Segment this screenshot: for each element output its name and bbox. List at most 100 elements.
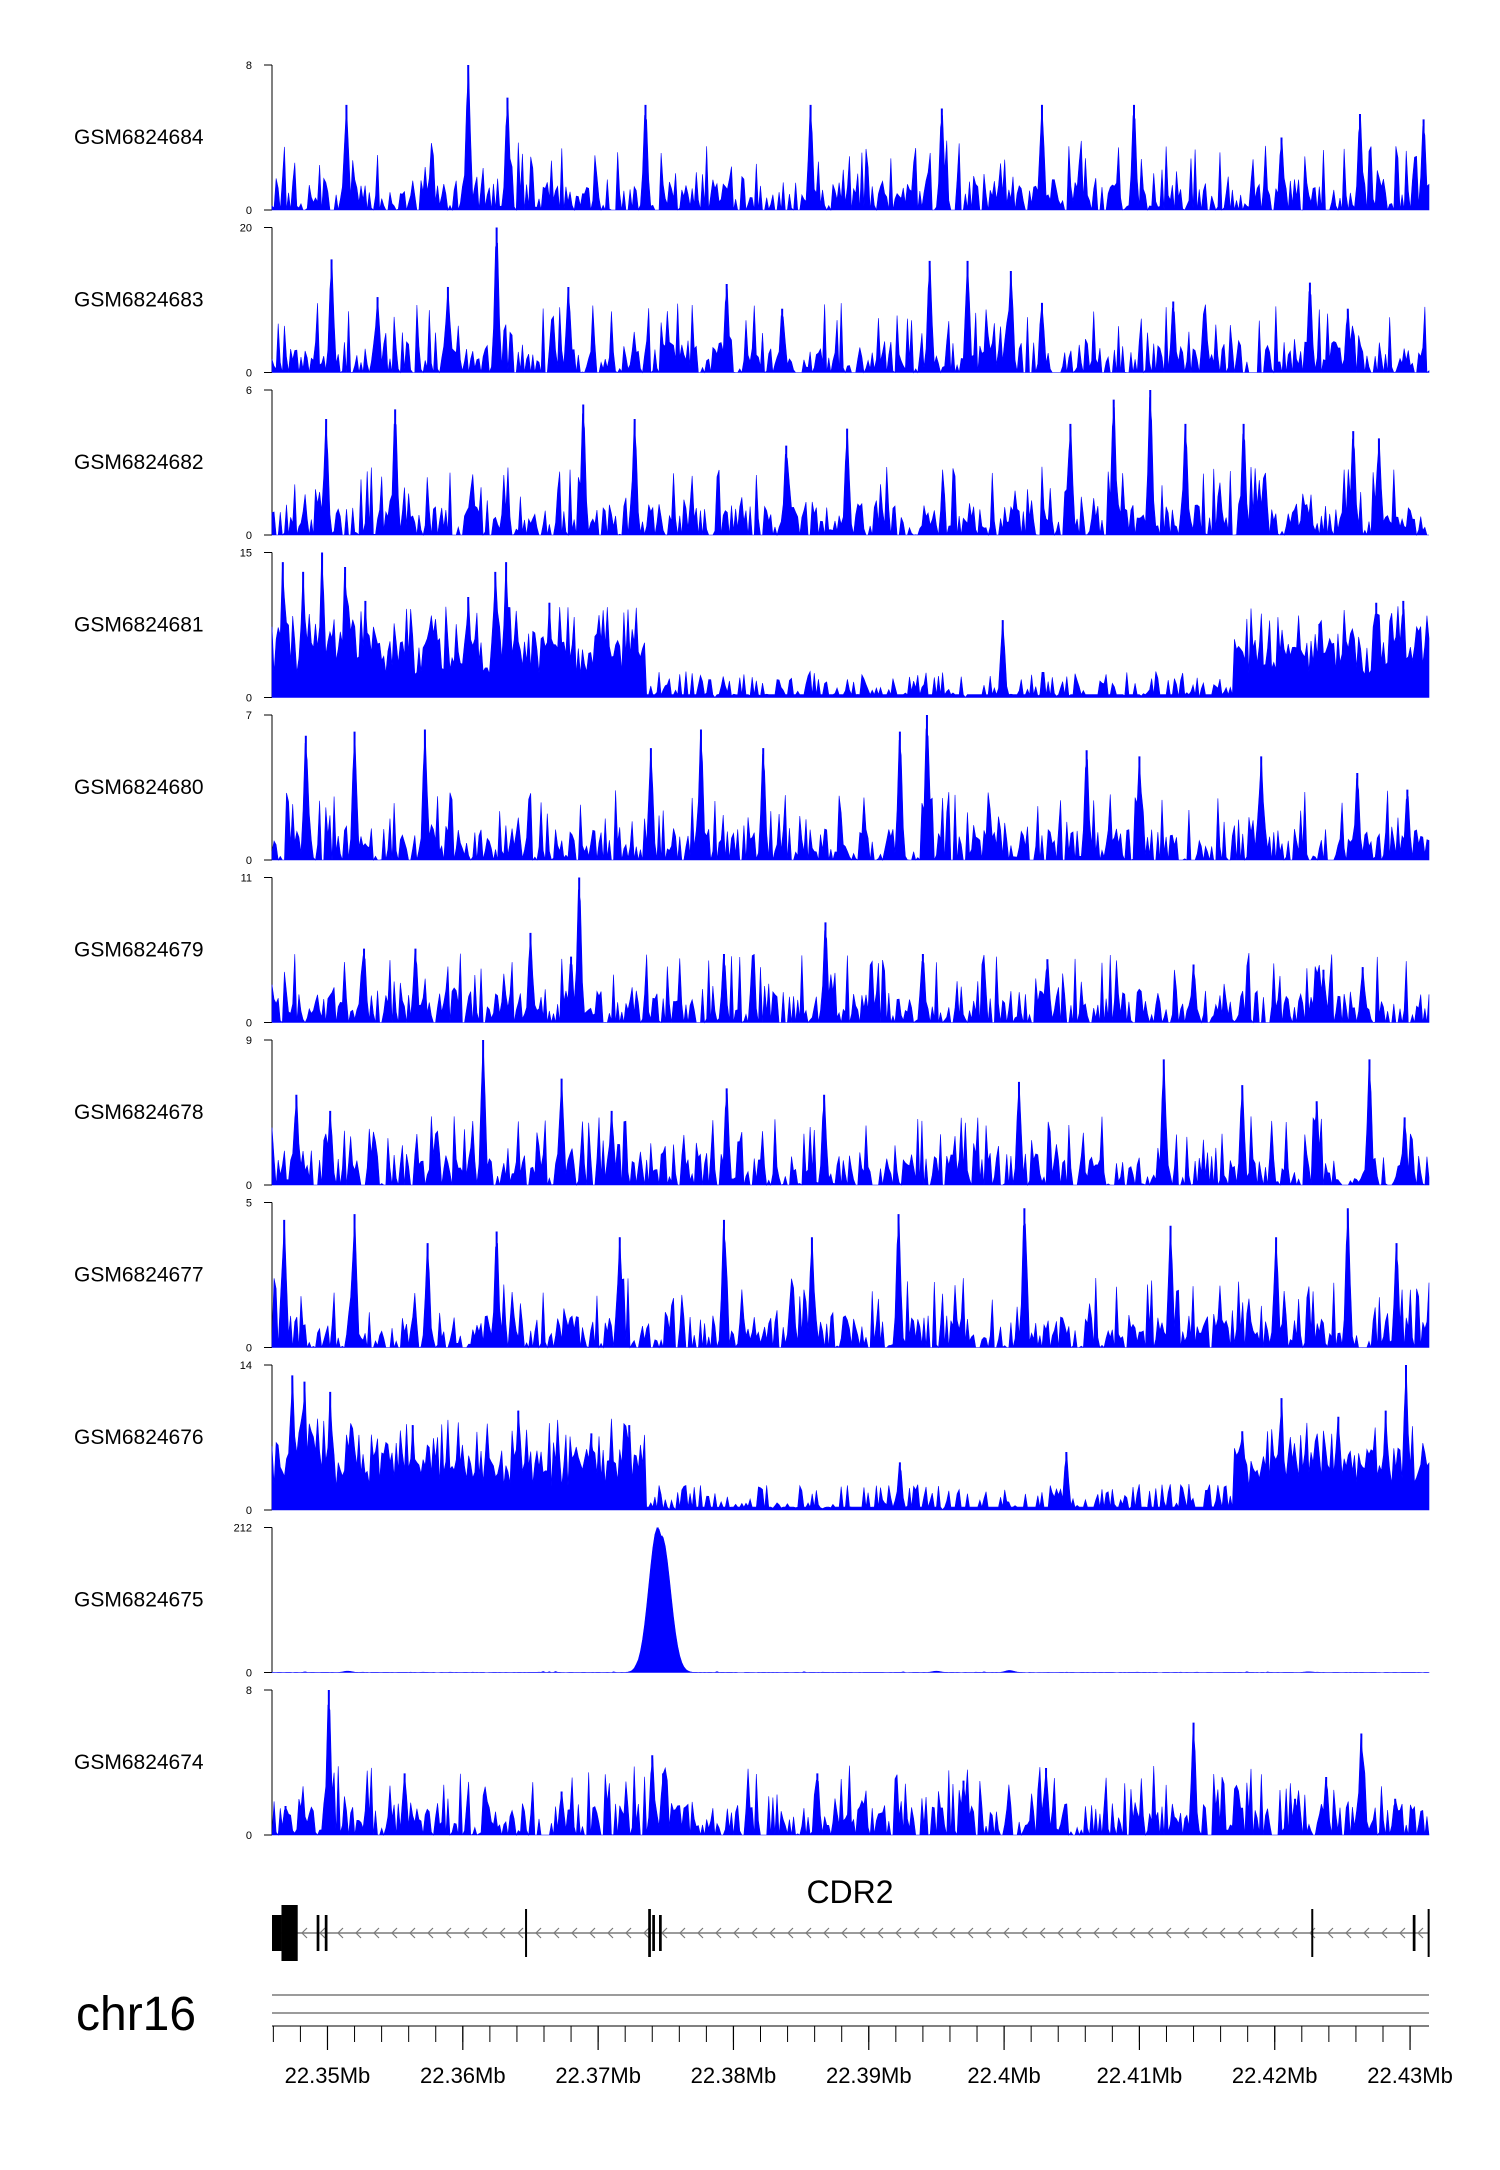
track-GSM6824678: GSM6824678 9 0 xyxy=(74,1035,1430,1192)
strand-chevron xyxy=(301,1927,308,1939)
signal-area-GSM6824677 xyxy=(271,1211,1430,1349)
strand-chevron xyxy=(697,1927,704,1939)
strand-chevron xyxy=(895,1927,902,1939)
strand-chevron xyxy=(1381,1927,1388,1939)
strand-chevron xyxy=(1003,1927,1010,1939)
track-GSM6824675: GSM6824675 212 0 xyxy=(74,1523,1430,1680)
strand-chevron xyxy=(859,1927,866,1939)
strand-chevron xyxy=(985,1927,992,1939)
axis-tick-label: 22.4Mb xyxy=(967,2063,1040,2088)
strand-chevron xyxy=(337,1927,344,1939)
strand-chevron xyxy=(355,1927,362,1939)
strand-chevron xyxy=(1255,1927,1262,1939)
signal-area-GSM6824675 xyxy=(271,1527,1430,1673)
track-label: GSM6824675 xyxy=(74,1589,204,1612)
strand-chevron xyxy=(823,1927,830,1939)
track-GSM6824680: GSM6824680 7 0 xyxy=(74,710,1430,867)
y-tick-max-label: 9 xyxy=(246,1035,252,1047)
axis-tick-label: 22.38Mb xyxy=(691,2063,777,2088)
strand-chevron xyxy=(787,1927,794,1939)
signal-tracks: GSM682468480GSM6824683200GSM682468260GSM… xyxy=(74,60,1430,1842)
axis-tick-label: 22.36Mb xyxy=(420,2063,506,2088)
strand-chevron xyxy=(1237,1927,1244,1939)
signal-area-GSM6824676 xyxy=(271,1365,1430,1511)
strand-chevron xyxy=(931,1927,938,1939)
track-GSM6824682: GSM6824682 6 0 xyxy=(74,385,1429,542)
y-tick-max-label: 8 xyxy=(246,60,252,72)
track-GSM6824676: GSM6824676 14 0 xyxy=(74,1360,1430,1517)
signal-area-GSM6824679 xyxy=(271,889,1430,1024)
strand-chevron xyxy=(499,1927,506,1939)
track-label: GSM6824684 xyxy=(74,126,204,149)
strand-chevron xyxy=(661,1927,668,1939)
strand-chevron xyxy=(625,1927,632,1939)
exon xyxy=(281,1905,298,1961)
y-tick-max-label: 7 xyxy=(246,710,252,722)
strand-chevron xyxy=(1327,1927,1334,1939)
signal-area-GSM6824684 xyxy=(271,67,1430,212)
gene-model xyxy=(272,1905,1430,1961)
track-label: GSM6824678 xyxy=(74,1101,204,1124)
strand-chevron xyxy=(877,1927,884,1939)
y-tick-min-label: 0 xyxy=(246,205,252,217)
strand-chevron xyxy=(769,1927,776,1939)
strand-chevron xyxy=(1147,1927,1154,1939)
y-tick-min-label: 0 xyxy=(246,693,252,705)
strand-chevron xyxy=(427,1927,434,1939)
strand-chevron xyxy=(913,1927,920,1939)
strand-chevron xyxy=(589,1927,596,1939)
signal-area-GSM6824681 xyxy=(271,555,1430,698)
strand-chevron xyxy=(409,1927,416,1939)
strand-chevron xyxy=(319,1927,326,1939)
y-tick-min-label: 0 xyxy=(246,1018,252,1030)
track-GSM6824684: GSM6824684 8 0 xyxy=(74,60,1430,217)
y-tick-max-label: 5 xyxy=(246,1198,252,1210)
track-label: GSM6824677 xyxy=(74,1264,204,1287)
track-label: GSM6824682 xyxy=(74,451,204,474)
axis-tick-label: 22.35Mb xyxy=(285,2063,371,2088)
strand-chevron xyxy=(1165,1927,1172,1939)
y-tick-min-label: 0 xyxy=(246,1668,252,1680)
strand-chevron xyxy=(571,1927,578,1939)
gene-name-label: CDR2 xyxy=(806,1874,893,1910)
strand-chevron xyxy=(643,1927,650,1939)
signal-area-GSM6824680 xyxy=(271,728,1430,862)
track-label: GSM6824676 xyxy=(74,1426,204,1449)
track-label: GSM6824679 xyxy=(74,939,204,962)
axis-tick-label: 22.43Mb xyxy=(1367,2063,1453,2088)
strand-chevron xyxy=(1183,1927,1190,1939)
track-label: GSM6824683 xyxy=(74,289,204,312)
y-tick-min-label: 0 xyxy=(246,368,252,380)
track-label: GSM6824681 xyxy=(74,614,204,637)
strand-chevron xyxy=(1057,1927,1064,1939)
y-tick-min-label: 0 xyxy=(246,1830,252,1842)
strand-chevron xyxy=(1093,1927,1100,1939)
chromosome-label: chr16 xyxy=(76,1988,196,2041)
exon xyxy=(525,1909,528,1957)
exon xyxy=(648,1909,651,1957)
strand-chevron xyxy=(607,1927,614,1939)
track-GSM6824674: GSM6824674 8 0 xyxy=(74,1685,1430,1842)
strand-chevron xyxy=(805,1927,812,1939)
strand-chevron xyxy=(1291,1927,1298,1939)
axis-tick-label: 22.42Mb xyxy=(1232,2063,1318,2088)
exon xyxy=(1311,1909,1314,1957)
strand-chevron xyxy=(1219,1927,1226,1939)
strand-chevron xyxy=(517,1927,524,1939)
strand-chevron xyxy=(445,1927,452,1939)
exon xyxy=(1427,1909,1430,1957)
strand-chevron xyxy=(1129,1927,1136,1939)
strand-chevron xyxy=(949,1927,956,1939)
track-label: GSM6824680 xyxy=(74,776,204,799)
track-GSM6824681: GSM6824681 15 0 xyxy=(74,548,1430,705)
signal-area-GSM6824678 xyxy=(271,1039,1430,1187)
strand-chevron xyxy=(535,1927,542,1939)
y-tick-min-label: 0 xyxy=(246,855,252,867)
strand-chevron xyxy=(553,1927,560,1939)
strand-chevron xyxy=(1021,1927,1028,1939)
strand-chevron xyxy=(463,1927,470,1939)
exon xyxy=(316,1915,320,1951)
strand-chevron xyxy=(715,1927,722,1939)
strand-chevron xyxy=(1201,1927,1208,1939)
